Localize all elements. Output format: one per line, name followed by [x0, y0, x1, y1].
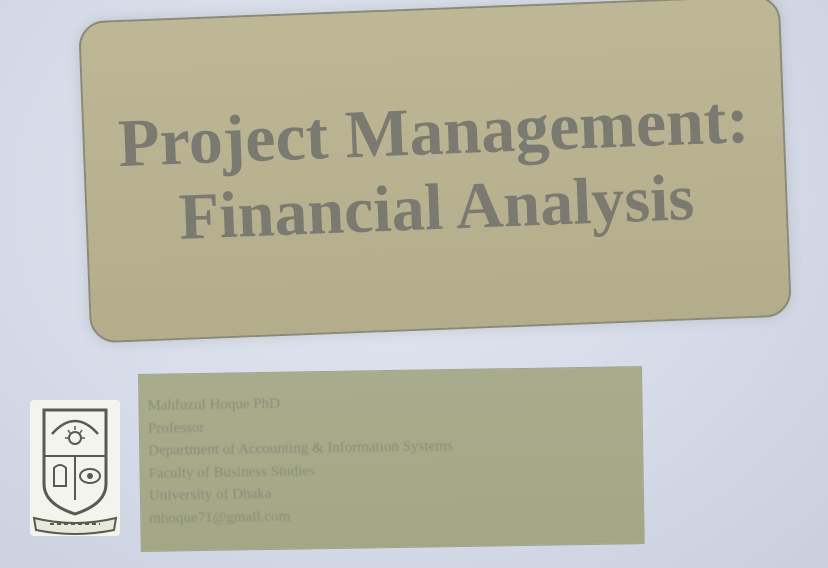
university-seal-logo: [30, 400, 120, 536]
author-info-box: Mahfuzul Hoque PhD Professor Department …: [138, 366, 645, 552]
seal-icon: [32, 408, 118, 535]
title-box: Project Management: Financial Analysis: [78, 0, 792, 344]
slide-title-line-2: Financial Analysis: [177, 161, 696, 254]
